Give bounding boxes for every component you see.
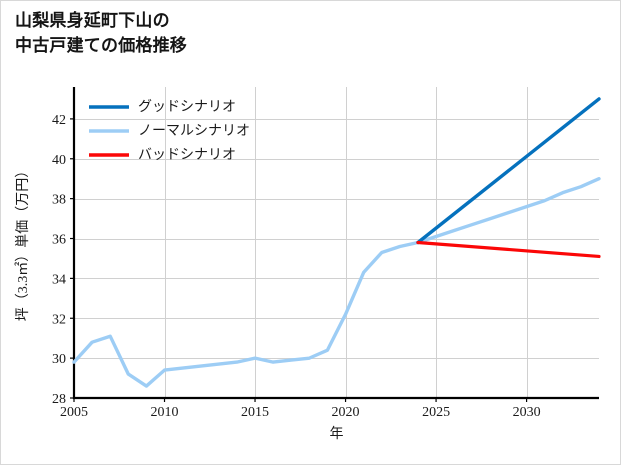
series-line-normal xyxy=(72,177,601,388)
y-tick-label: 34 xyxy=(52,272,66,287)
x-tick-label: 2010 xyxy=(151,405,179,420)
x-tick-label: 2005 xyxy=(60,405,88,420)
x-tick-label: 2015 xyxy=(241,405,269,420)
series-line-bad xyxy=(416,240,601,259)
axis-titles: 年 坪（3.3㎡）単価（万円） xyxy=(15,164,344,442)
y-tick-label: 42 xyxy=(52,113,66,128)
y-axis-title: 坪（3.3㎡）単価（万円） xyxy=(15,164,31,322)
x-tick-labels: 2005 2010 2015 2020 2025 2030 xyxy=(60,405,541,420)
legend-label: ノーマルシナリオ xyxy=(138,124,250,139)
x-tick-label: 2030 xyxy=(513,405,541,420)
y-tick-label: 32 xyxy=(52,312,66,327)
y-tick-label: 40 xyxy=(52,153,66,168)
y-tick-label: 28 xyxy=(52,392,66,407)
legend-label: グッドシナリオ xyxy=(138,99,236,115)
tick-marks xyxy=(70,118,528,402)
series-line-good xyxy=(416,97,601,245)
x-tick-label: 2025 xyxy=(422,405,450,420)
page-title: 山梨県身延町下山の 中古戸建ての価格推移 xyxy=(15,11,187,55)
data-series xyxy=(72,97,601,388)
y-tick-label: 38 xyxy=(52,193,66,208)
y-tick-label: 36 xyxy=(52,233,66,248)
x-tick-label: 2020 xyxy=(332,405,360,420)
x-axis-title: 年 xyxy=(330,426,344,442)
y-tick-label: 30 xyxy=(52,352,66,367)
y-tick-labels: 28 30 32 34 36 38 40 42 xyxy=(52,113,66,407)
legend-label: バッドシナリオ xyxy=(138,148,236,163)
